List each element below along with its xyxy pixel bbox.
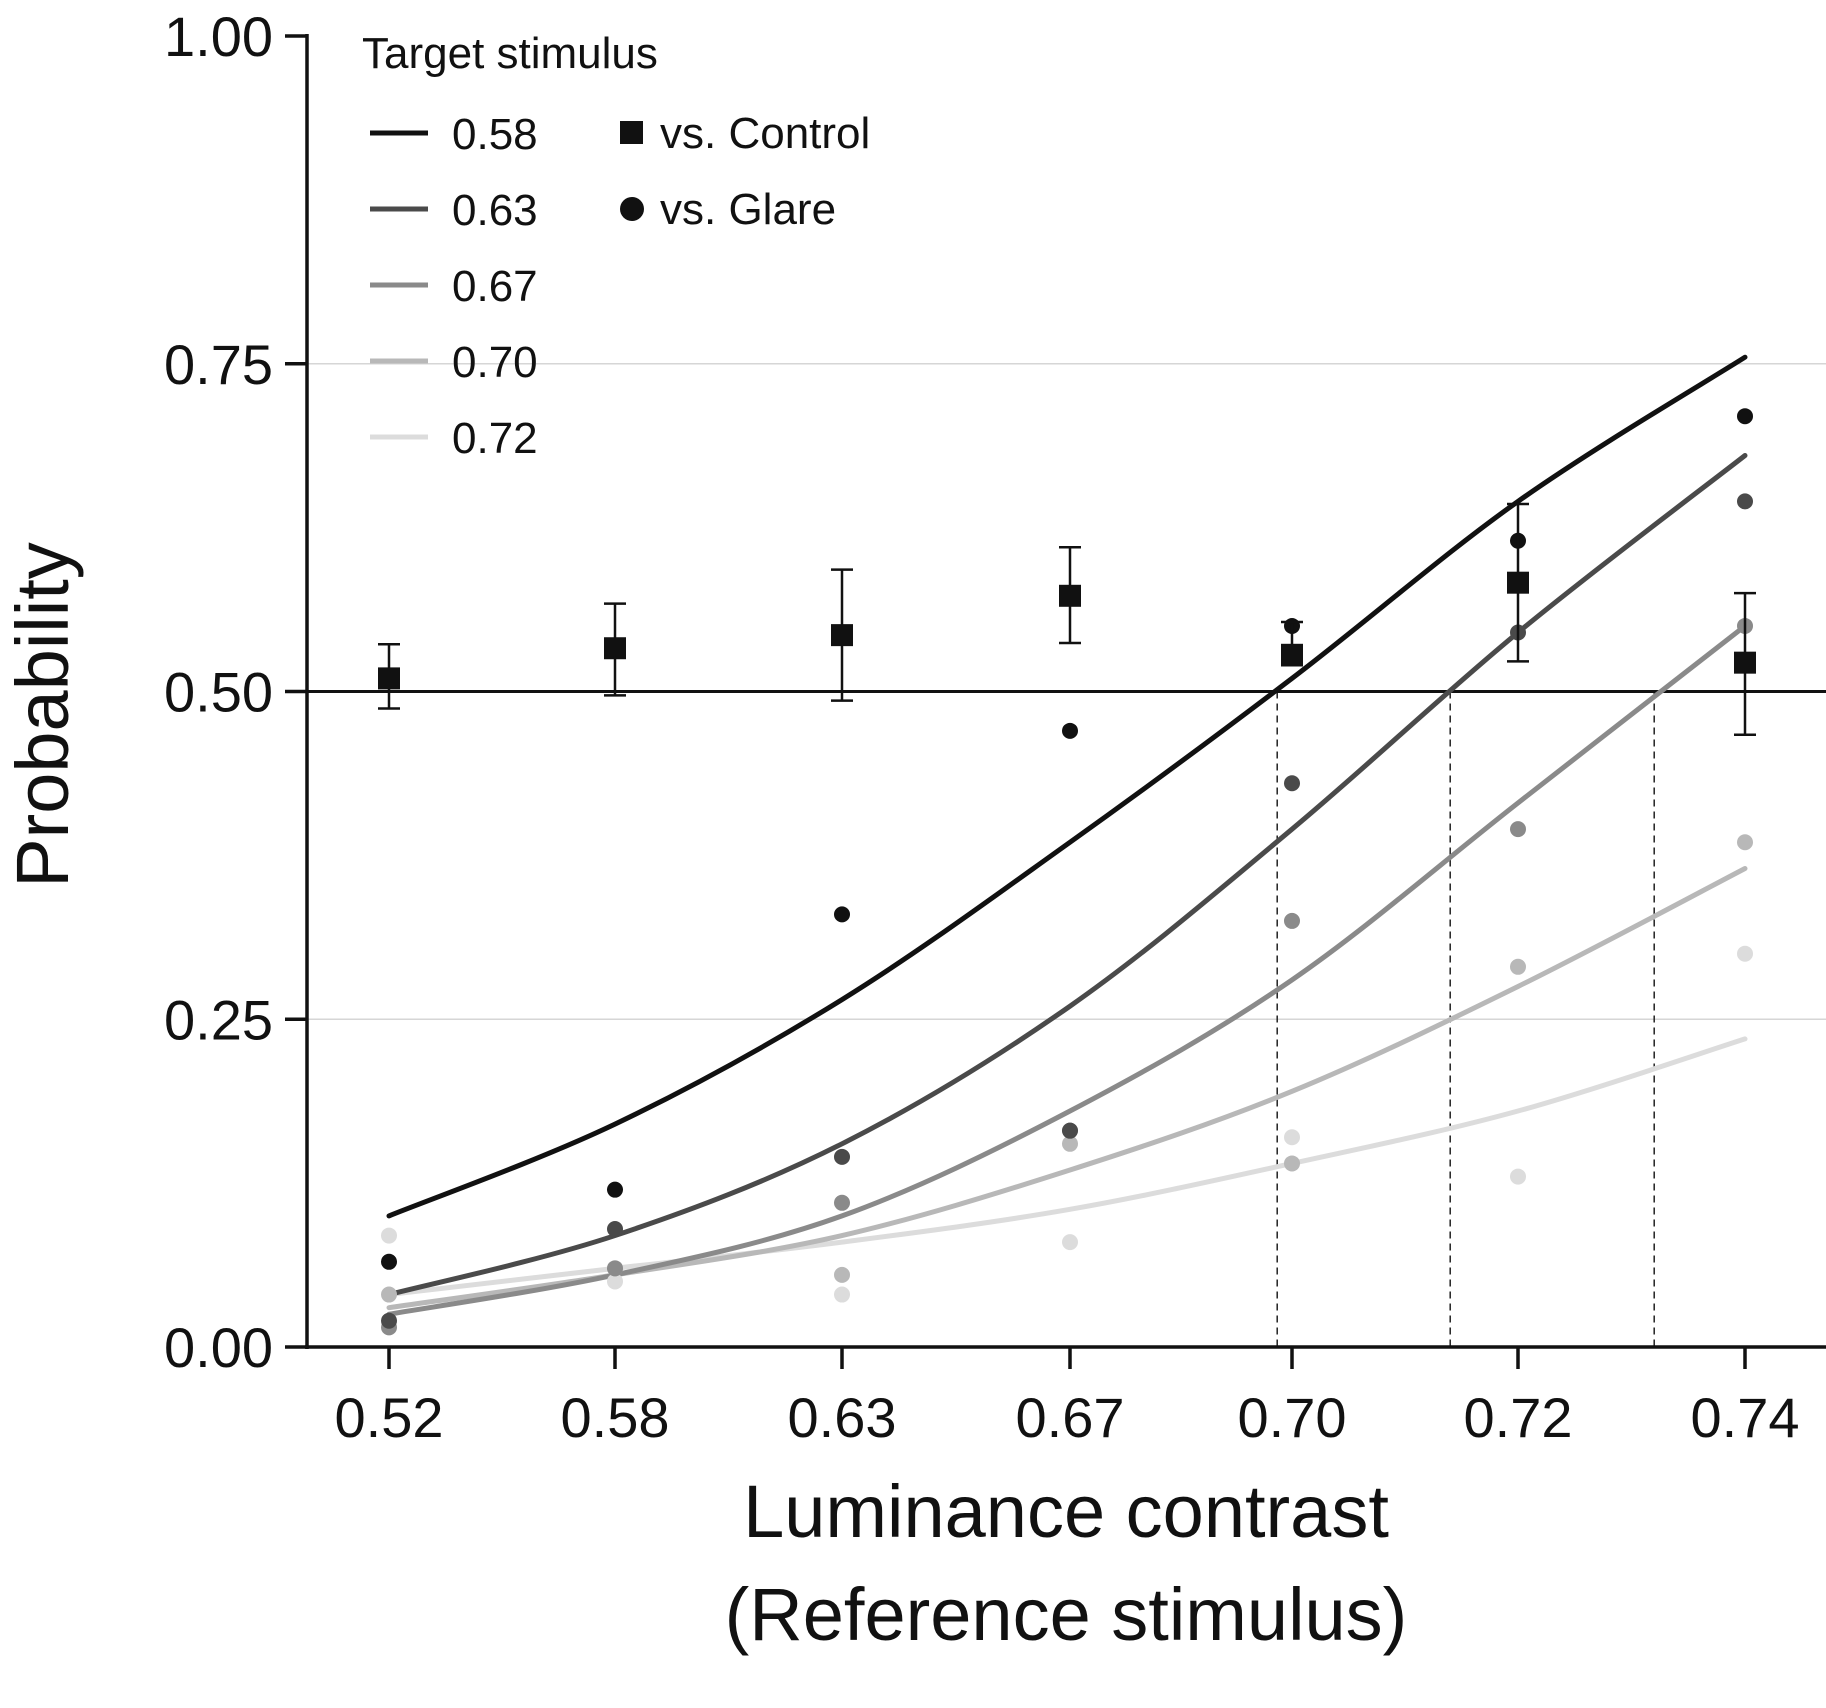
legend-label-0.63: 0.63	[452, 186, 538, 235]
grid-lines	[307, 363, 1826, 1020]
x-tick-label-0.70: 0.70	[1238, 1386, 1347, 1449]
fitted-curves	[386, 354, 1748, 1317]
control-point-0.72	[1507, 571, 1529, 594]
glare-point-0.72-0.72	[1510, 1168, 1526, 1185]
glare-point-0.70-0.74	[1737, 834, 1753, 851]
legend: Target stimulus 0.58 0.63 0.67 0.70 0.72 vs. …	[362, 29, 870, 463]
legend-label-0.67: 0.67	[452, 262, 538, 311]
glare-point-0.67-0.70	[1284, 912, 1300, 929]
control-point-0.58	[604, 637, 626, 660]
glare-points	[381, 408, 1753, 1336]
x-axis-title-line-2: (Reference stimulus)	[725, 1573, 1408, 1656]
glare-point-0.72-0.74	[1737, 945, 1753, 962]
x-tick-label-0.58: 0.58	[561, 1386, 670, 1449]
glare-point-0.72-0.52	[381, 1227, 397, 1244]
glare-point-0.63-0.74	[1737, 493, 1753, 510]
glare-point-0.67-0.72	[1510, 821, 1526, 838]
legend-circle-marker	[620, 197, 644, 221]
glare-point-0.70-0.72	[1510, 958, 1526, 975]
glare-point-0.70-0.67	[1062, 1135, 1078, 1152]
control-point-0.52	[378, 667, 400, 690]
glare-point-0.63-0.58	[607, 1221, 623, 1238]
glare-point-0.72-0.58	[607, 1273, 623, 1290]
glare-point-0.58-0.58	[607, 1181, 623, 1198]
control-point-0.67	[1059, 584, 1081, 607]
legend-label-0.72: 0.72	[452, 414, 538, 463]
legend-title: Target stimulus	[362, 29, 658, 78]
legend-label-0.58: 0.58	[452, 110, 538, 159]
x-tick-label-0.67: 0.67	[1016, 1386, 1125, 1449]
y-tick-label-1.00: 1.00	[164, 5, 273, 68]
glare-point-0.72-0.70	[1284, 1129, 1300, 1146]
x-tick-label-0.63: 0.63	[788, 1386, 897, 1449]
y-tick-label-0.50: 0.50	[164, 661, 273, 724]
legend-label-0.70: 0.70	[452, 338, 538, 387]
curve-0.58	[386, 354, 1748, 1219]
glare-point-0.70-0.52	[381, 1286, 397, 1303]
curve-0.72	[386, 1036, 1748, 1298]
control-point-0.74	[1734, 651, 1756, 674]
glare-point-0.67-0.58	[607, 1260, 623, 1277]
legend-label-glare: vs. Glare	[660, 185, 836, 234]
y-axis-title: Probability	[1, 542, 84, 888]
glare-point-0.63-0.52	[381, 1312, 397, 1329]
x-tick-label-0.74: 0.74	[1691, 1386, 1800, 1449]
glare-point-0.70-0.63	[834, 1266, 850, 1283]
control-point-0.63	[831, 624, 853, 647]
glare-point-0.70-0.70	[1284, 1155, 1300, 1172]
y-tick-label-0.75: 0.75	[164, 333, 273, 396]
glare-point-0.63-0.67	[1062, 1122, 1078, 1139]
y-tick-label-0.25: 0.25	[164, 988, 273, 1051]
glare-point-0.58-0.67	[1062, 722, 1078, 739]
control-points	[378, 502, 1756, 737]
y-tick-label-0.00: 0.00	[164, 1316, 273, 1379]
glare-point-0.72-0.67	[1062, 1234, 1078, 1251]
x-axis-title-line-1: Luminance contrast	[743, 1470, 1389, 1553]
axes: 0.00 0.25 0.50 0.75 1.00 0.52 0.58 0.63 0.67 0.70…	[164, 5, 1826, 1449]
glare-point-0.58-0.74	[1737, 408, 1753, 425]
control-point-0.70	[1281, 643, 1303, 666]
glare-point-0.67-0.63	[834, 1194, 850, 1211]
x-tick-label-0.52: 0.52	[335, 1386, 444, 1449]
legend-label-control: vs. Control	[660, 109, 870, 158]
glare-point-0.63-0.70	[1284, 775, 1300, 792]
glare-point-0.72-0.63	[834, 1286, 850, 1303]
legend-square-marker	[620, 121, 643, 144]
glare-point-0.58-0.52	[381, 1253, 397, 1270]
glare-point-0.58-0.63	[834, 906, 850, 923]
x-tick-label-0.72: 0.72	[1464, 1386, 1573, 1449]
glare-point-0.63-0.63	[834, 1148, 850, 1165]
